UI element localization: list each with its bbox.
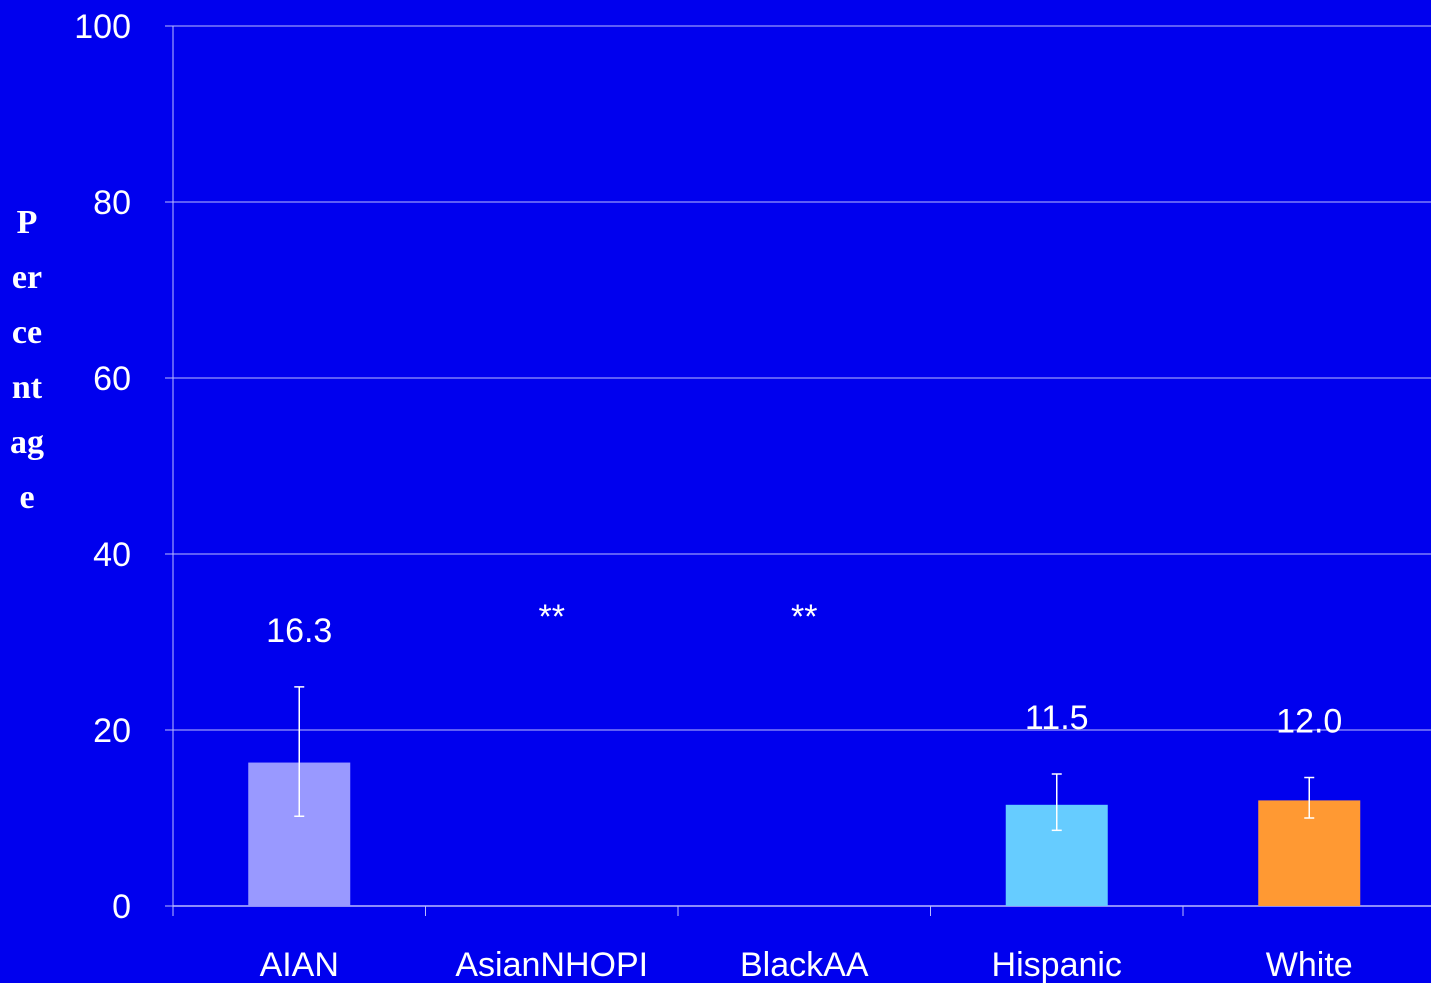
suppressed-marker: **: [539, 598, 565, 636]
x-tick-label: Hispanic: [992, 946, 1122, 983]
x-tick-label: AsianNHOPI: [455, 946, 648, 983]
x-tick-label: AIAN: [260, 946, 339, 983]
data-label: 16.3: [266, 612, 332, 650]
x-tick-label: White: [1266, 946, 1353, 983]
y-tick-label: 100: [74, 8, 131, 46]
y-tick-label: 20: [93, 712, 131, 750]
data-label: 12.0: [1276, 703, 1342, 741]
y-tick-label: 40: [93, 536, 131, 574]
y-tick-label: 0: [112, 888, 131, 926]
x-tick-label: BlackAA: [740, 946, 869, 983]
data-label: 11.5: [1025, 699, 1089, 737]
suppressed-marker: **: [791, 598, 817, 636]
y-axis-label: Percentage: [10, 204, 44, 516]
y-tick-label: 60: [93, 360, 131, 398]
y-tick-label: 80: [93, 184, 131, 222]
